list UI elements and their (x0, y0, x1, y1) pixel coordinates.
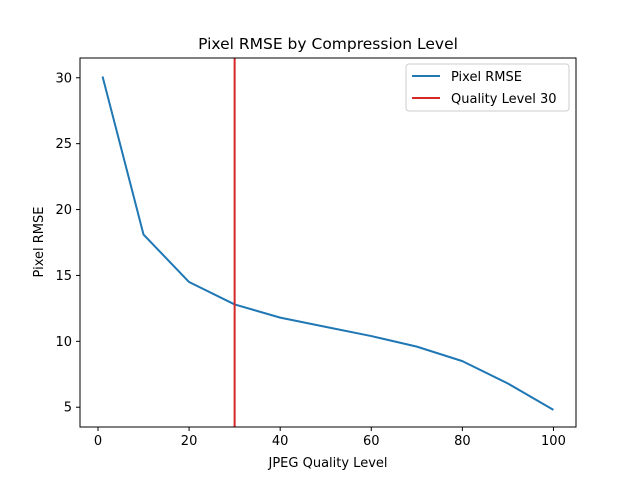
legend-label-quality-level-30: Quality Level 30 (451, 92, 557, 107)
series-line-0 (101, 76, 554, 411)
x-axis-label: JPEG Quality Level (268, 456, 388, 471)
y-tick-label: 25 (55, 137, 72, 152)
series-layer (101, 58, 554, 427)
y-axis-label: Pixel RMSE (32, 207, 47, 278)
x-tick-label: 60 (363, 434, 380, 449)
x-tick-label: 80 (454, 434, 471, 449)
legend-label-pixel-rmse: Pixel RMSE (451, 70, 522, 85)
y-tick-label: 15 (55, 269, 72, 284)
y-tick-label: 20 (55, 203, 72, 218)
x-tick-label: 100 (541, 434, 566, 449)
legend: Pixel RMSE Quality Level 30 (405, 63, 570, 112)
x-axis-ticks: 0 20 40 60 80 100 (94, 427, 566, 449)
x-tick-label: 20 (181, 434, 198, 449)
x-tick-label: 40 (272, 434, 289, 449)
plot-area: 0 20 40 60 80 100 5 10 15 20 25 30 (55, 57, 577, 449)
x-tick-label: 0 (94, 434, 102, 449)
y-tick-label: 10 (55, 335, 72, 350)
axes-frame (79, 57, 577, 428)
y-axis-ticks: 5 10 15 20 25 30 (55, 71, 80, 416)
chart-title: Pixel RMSE by Compression Level (198, 35, 458, 53)
y-tick-label: 30 (55, 71, 72, 86)
y-tick-label: 5 (64, 401, 72, 416)
legend-box (405, 63, 570, 112)
